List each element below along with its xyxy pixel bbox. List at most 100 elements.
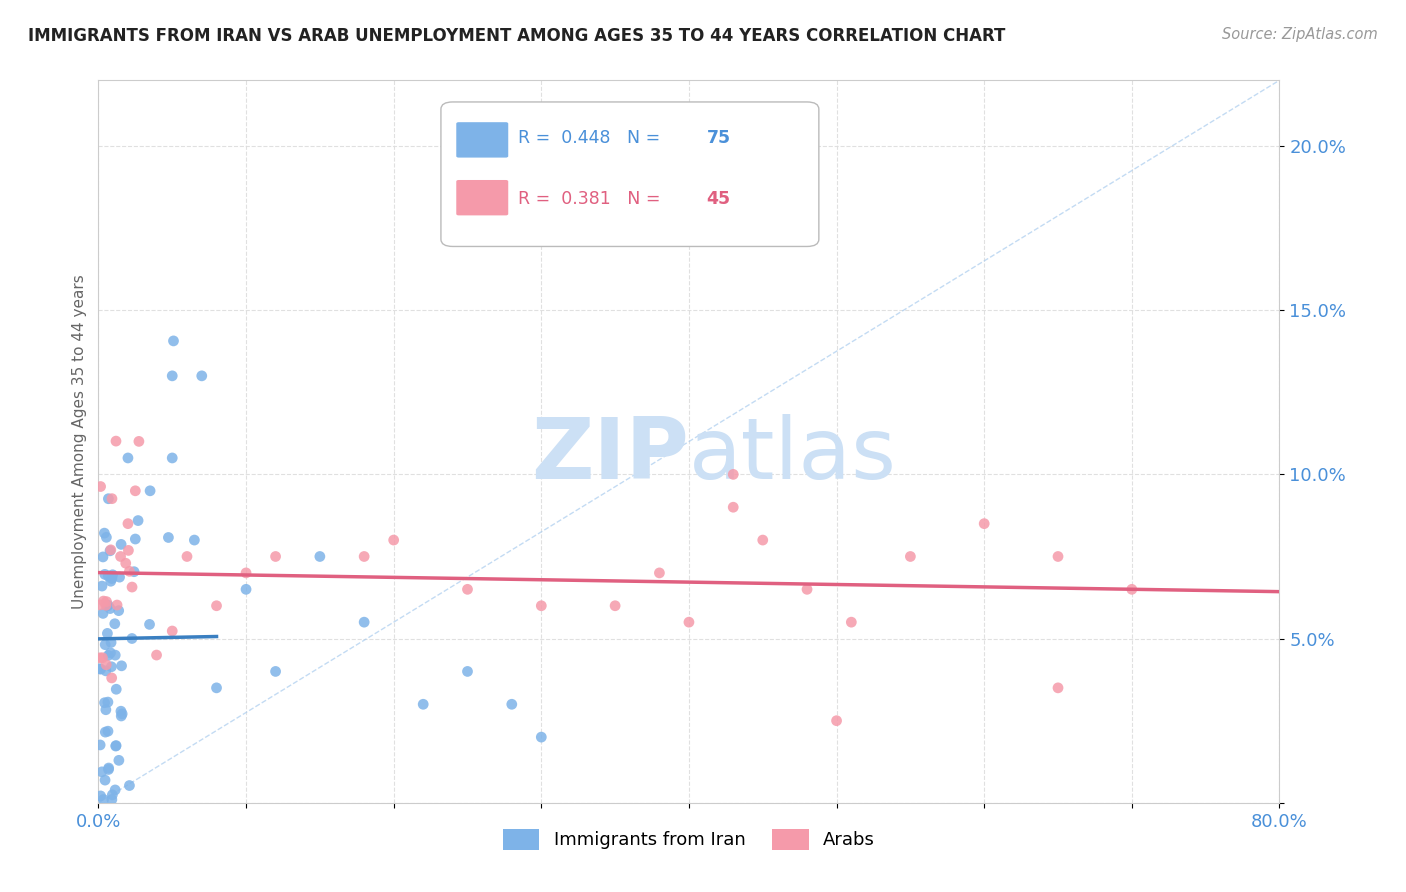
Point	[176, 549, 198, 564]
Point	[104, 434, 127, 449]
Point	[104, 616, 127, 631]
Point	[94, 664, 117, 678]
Point	[841, 615, 863, 630]
Point	[1046, 681, 1070, 695]
Point	[111, 706, 134, 721]
Point	[124, 483, 146, 498]
Point	[94, 599, 117, 613]
Point	[162, 624, 183, 638]
Point	[100, 635, 122, 649]
Point	[100, 659, 122, 673]
Point	[678, 615, 700, 630]
Point	[162, 334, 184, 348]
Point	[382, 533, 405, 547]
Point	[101, 792, 124, 806]
Point	[98, 544, 121, 558]
Point	[117, 450, 139, 465]
FancyBboxPatch shape	[457, 122, 508, 158]
FancyBboxPatch shape	[457, 180, 508, 215]
Point	[91, 650, 114, 665]
Legend: Immigrants from Iran, Arabs: Immigrants from Iran, Arabs	[494, 820, 884, 859]
Point	[122, 565, 145, 579]
Point	[101, 491, 124, 506]
Point	[96, 626, 118, 640]
Point	[97, 648, 120, 663]
Point	[139, 483, 162, 498]
Point	[973, 516, 995, 531]
Point	[93, 792, 115, 806]
Point	[412, 698, 434, 712]
Point	[105, 682, 128, 697]
Text: Source: ZipAtlas.com: Source: ZipAtlas.com	[1222, 27, 1378, 42]
Point	[117, 516, 139, 531]
Y-axis label: Unemployment Among Ages 35 to 44 years: Unemployment Among Ages 35 to 44 years	[72, 274, 87, 609]
Text: atlas: atlas	[689, 415, 897, 498]
Point	[235, 582, 257, 597]
Point	[108, 753, 131, 767]
Point	[91, 549, 114, 564]
Text: 75: 75	[707, 129, 731, 147]
Point	[96, 657, 118, 672]
FancyBboxPatch shape	[441, 102, 818, 246]
Point	[104, 648, 127, 662]
Point	[97, 695, 120, 709]
Point	[90, 764, 112, 779]
Point	[138, 617, 160, 632]
Point	[97, 724, 120, 739]
Point	[90, 789, 112, 803]
Point	[114, 556, 136, 570]
Point	[101, 572, 124, 586]
Point	[264, 549, 287, 564]
Point	[97, 569, 120, 583]
Point	[1046, 549, 1070, 564]
Point	[162, 368, 183, 383]
Point	[90, 479, 112, 493]
Point	[121, 580, 143, 594]
Point	[353, 615, 375, 630]
Point	[825, 714, 848, 728]
Point	[127, 514, 149, 528]
Point	[91, 579, 114, 593]
Text: R =  0.381   N =: R = 0.381 N =	[517, 191, 665, 209]
Point	[796, 582, 818, 597]
Point	[110, 549, 132, 564]
Point	[1121, 582, 1143, 597]
Point	[457, 582, 479, 597]
Point	[101, 788, 124, 802]
Point	[752, 533, 775, 547]
Point	[94, 567, 117, 582]
Point	[162, 450, 183, 465]
Point	[191, 368, 214, 383]
Text: 45: 45	[707, 191, 731, 209]
Point	[97, 599, 120, 613]
Point	[723, 500, 745, 515]
Point	[91, 607, 114, 621]
Point	[110, 537, 132, 551]
Point	[309, 549, 332, 564]
Text: IMMIGRANTS FROM IRAN VS ARAB UNEMPLOYMENT AMONG AGES 35 TO 44 YEARS CORRELATION : IMMIGRANTS FROM IRAN VS ARAB UNEMPLOYMEN…	[28, 27, 1005, 45]
Point	[235, 566, 257, 580]
Point	[124, 532, 146, 546]
Point	[900, 549, 922, 564]
Point	[128, 434, 150, 449]
Point	[100, 646, 122, 660]
Point	[105, 739, 128, 753]
Point	[98, 601, 121, 615]
Point	[93, 696, 115, 710]
Point	[94, 703, 117, 717]
Point	[90, 662, 112, 676]
Point	[96, 599, 118, 613]
Point	[110, 704, 132, 718]
Point	[108, 570, 131, 584]
Point	[605, 599, 627, 613]
Point	[501, 698, 523, 712]
Point	[93, 594, 115, 608]
Point	[530, 599, 553, 613]
Point	[94, 773, 117, 788]
Point	[205, 599, 228, 613]
Point	[94, 725, 117, 739]
Point	[101, 567, 124, 582]
Text: R =  0.448   N =: R = 0.448 N =	[517, 129, 665, 147]
Point	[97, 491, 120, 506]
Point	[107, 604, 129, 618]
